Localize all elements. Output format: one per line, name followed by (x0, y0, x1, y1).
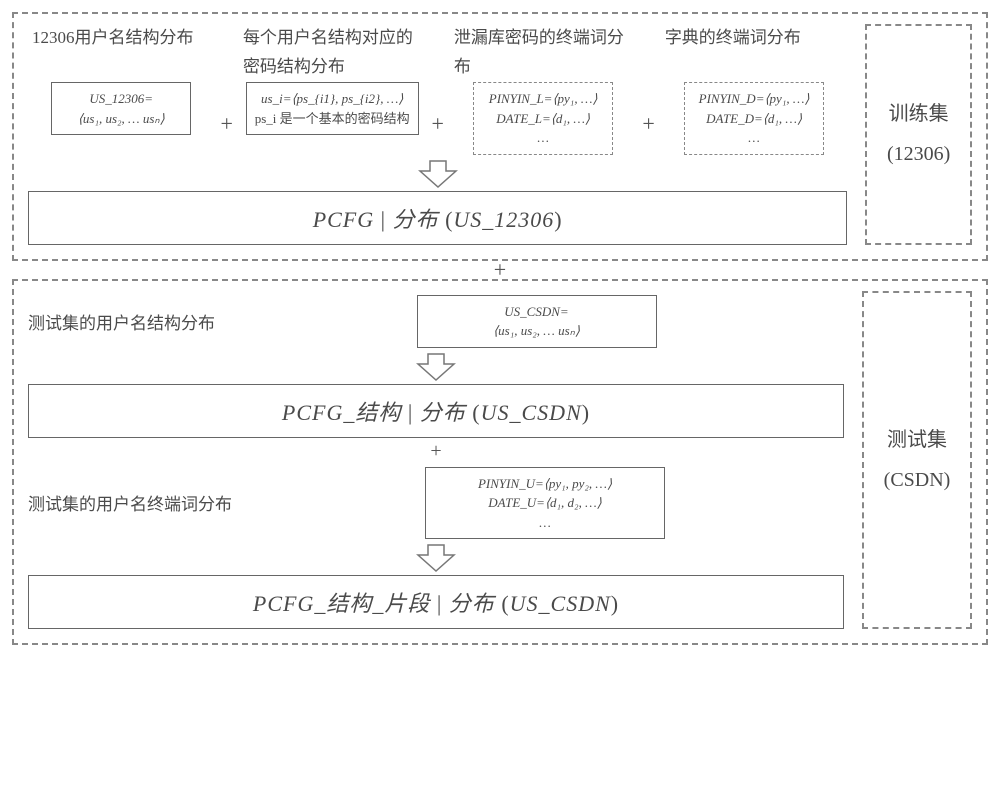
plus-2: + (642, 111, 654, 137)
input-box-2: PINYIN_L=⟨py₁, …⟩ DATE_L=⟨d₁, …⟩ … (473, 82, 613, 155)
row1-l1: US_CSDN= (428, 302, 646, 322)
input-block-3: 字典的终端词分布 PINYIN_D=⟨py₁, …⟩ DATE_D=⟨d₁, …… (661, 24, 848, 155)
input-box-0: US_12306= ⟨us₁, us₂, … usₙ⟩ (51, 82, 191, 135)
row1-l2: ⟨us₁, us₂, … usₙ⟩ (428, 321, 646, 341)
input-title-3: 字典的终端词分布 (661, 24, 848, 82)
input-box-1: us_i=⟨ps_{i1}, ps_{i2}, …⟩ ps_i 是一个基本的密码… (246, 82, 419, 135)
input2-l2: DATE_L=⟨d₁, …⟩ (482, 109, 604, 129)
input-block-2: 泄漏库密码的终端词分布 PINYIN_L=⟨py₁, …⟩ DATE_L=⟨d₁… (450, 24, 637, 155)
training-side-label: 训练集 (889, 94, 949, 134)
row2-l2: DATE_U=⟨d₁, d₂, …⟩ (436, 493, 654, 513)
input-block-0: 12306用户名结构分布 US_12306= ⟨us₁, us₂, … usₙ⟩ (28, 24, 215, 135)
input1-l2: ps_i 是一个基本的密码结构 (255, 109, 410, 129)
test-side-label: 测试集 (887, 420, 947, 460)
down-arrow-icon (416, 159, 460, 189)
training-side-sub: (12306) (887, 134, 950, 174)
row2-l3: … (436, 513, 654, 533)
test-result2: PCFG_结构_片段 | 分布 (US_CSDN) (28, 575, 844, 629)
test-row2-box: PINYIN_U=⟨py₁, py₂, …⟩ DATE_U=⟨d₁, d₂, …… (425, 467, 665, 540)
test-side-sub: (CSDN) (884, 460, 951, 500)
training-result: PCFG | 分布 (US_12306) (28, 191, 847, 245)
test-row2: 测试集的用户名终端词分布 PINYIN_U=⟨py₁, py₂, …⟩ DATE… (28, 467, 844, 540)
down-arrow-icon (414, 543, 458, 573)
training-section: 12306用户名结构分布 US_12306= ⟨us₁, us₂, … usₙ⟩… (12, 12, 988, 261)
input1-l1: us_i=⟨ps_{i1}, ps_{i2}, …⟩ (255, 89, 410, 109)
row2-l1: PINYIN_U=⟨py₁, py₂, …⟩ (436, 474, 654, 494)
arrow-top (28, 159, 847, 189)
test-section: 测试集的用户名结构分布 US_CSDN= ⟨us₁, us₂, … usₙ⟩ P… (12, 279, 988, 646)
plus-0: + (221, 111, 233, 137)
test-row2-label: 测试集的用户名终端词分布 (28, 490, 232, 515)
input-title-1: 每个用户名结构对应的密码结构分布 (239, 24, 426, 82)
training-inputs-row: 12306用户名结构分布 US_12306= ⟨us₁, us₂, … usₙ⟩… (28, 24, 847, 155)
test-row1-label: 测试集的用户名结构分布 (28, 309, 215, 334)
test-side: 测试集 (CSDN) (862, 291, 972, 630)
test-result1-text: PCFG_结构 | 分布 (US_CSDN) (282, 400, 590, 425)
input3-l3: … (693, 128, 815, 148)
test-result1: PCFG_结构 | 分布 (US_CSDN) (28, 384, 844, 438)
input-box-3: PINYIN_D=⟨py₁, …⟩ DATE_D=⟨d₁, …⟩ … (684, 82, 824, 155)
test-row1: 测试集的用户名结构分布 US_CSDN= ⟨us₁, us₂, … usₙ⟩ (28, 295, 844, 348)
arrow-b1 (28, 352, 844, 382)
training-result-text: PCFG | 分布 (US_12306) (313, 207, 563, 232)
plus-1: + (431, 111, 443, 137)
input2-l3: … (482, 128, 604, 148)
test-main: 测试集的用户名结构分布 US_CSDN= ⟨us₁, us₂, … usₙ⟩ P… (28, 291, 844, 630)
input3-l1: PINYIN_D=⟨py₁, …⟩ (693, 89, 815, 109)
training-main: 12306用户名结构分布 US_12306= ⟨us₁, us₂, … usₙ⟩… (28, 24, 847, 245)
down-arrow-icon (414, 352, 458, 382)
input0-l2: ⟨us₁, us₂, … usₙ⟩ (60, 109, 182, 129)
test-row1-box: US_CSDN= ⟨us₁, us₂, … usₙ⟩ (417, 295, 657, 348)
training-side: 训练集 (12306) (865, 24, 972, 245)
input0-l1: US_12306= (60, 89, 182, 109)
input-title-2: 泄漏库密码的终端词分布 (450, 24, 637, 82)
arrow-b2 (28, 543, 844, 573)
input2-l1: PINYIN_L=⟨py₁, …⟩ (482, 89, 604, 109)
test-result2-text: PCFG_结构_片段 | 分布 (US_CSDN) (253, 591, 619, 616)
input3-l2: DATE_D=⟨d₁, …⟩ (693, 109, 815, 129)
plus-mid: + (28, 440, 844, 463)
input-block-1: 每个用户名结构对应的密码结构分布 us_i=⟨ps_{i1}, ps_{i2},… (239, 24, 426, 135)
input-title-0: 12306用户名结构分布 (28, 24, 215, 82)
